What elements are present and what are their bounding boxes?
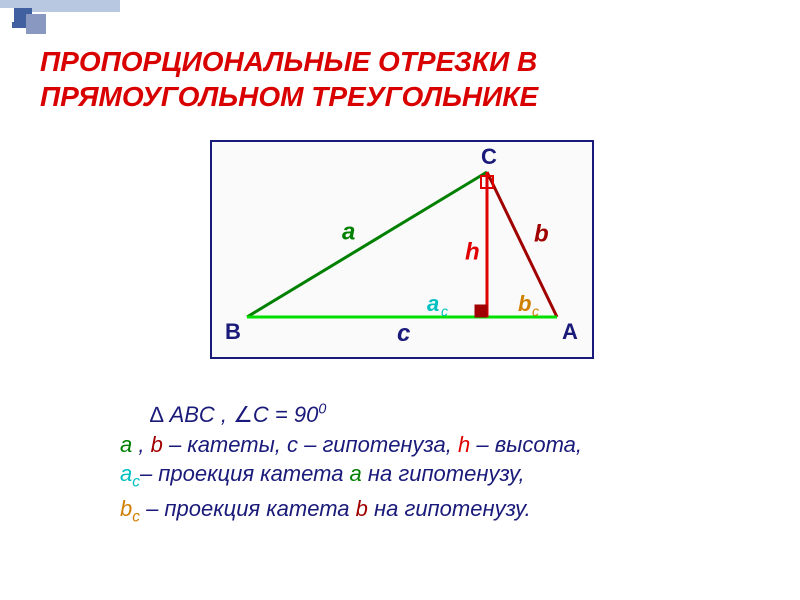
description-text: ∆ ABC , ∠C = 900a , b – катеты, c – гипо…	[120, 400, 720, 528]
svg-text:a: a	[342, 219, 355, 246]
triangle-diagram: BACabchacbc	[210, 140, 594, 359]
desc-line-4: bc – проекция катета b на гипотенузу.	[120, 494, 720, 528]
svg-text:c: c	[397, 320, 410, 347]
svg-text:b: b	[534, 221, 549, 248]
diagram-svg: BACabchacbc	[212, 142, 592, 357]
desc-line-1: ∆ ABC , ∠C = 900	[150, 400, 720, 430]
svg-text:A: A	[562, 319, 578, 344]
svg-text:c: c	[441, 303, 448, 319]
title-line-1: ПРОПОРЦИОНАЛЬНЫЕ ОТРЕЗКИ В	[40, 46, 537, 77]
svg-text:h: h	[465, 239, 480, 266]
svg-text:B: B	[225, 319, 241, 344]
desc-line-3: ac– проекция катета a на гипотенузу,	[120, 459, 720, 493]
svg-text:a: a	[427, 291, 439, 316]
title-line-2: ПРЯМОУГОЛЬНОМ ТРЕУГОЛЬНИКЕ	[40, 81, 538, 112]
svg-text:b: b	[518, 291, 531, 316]
slide-title: ПРОПОРЦИОНАЛЬНЫЕ ОТРЕЗКИ В ПРЯМОУГОЛЬНОМ…	[40, 44, 760, 114]
svg-text:C: C	[481, 144, 497, 169]
corner-decoration	[0, 0, 120, 40]
desc-line-2: a , b – катеты, c – гипотенуза, h – высо…	[120, 430, 720, 460]
svg-text:c: c	[532, 303, 539, 319]
